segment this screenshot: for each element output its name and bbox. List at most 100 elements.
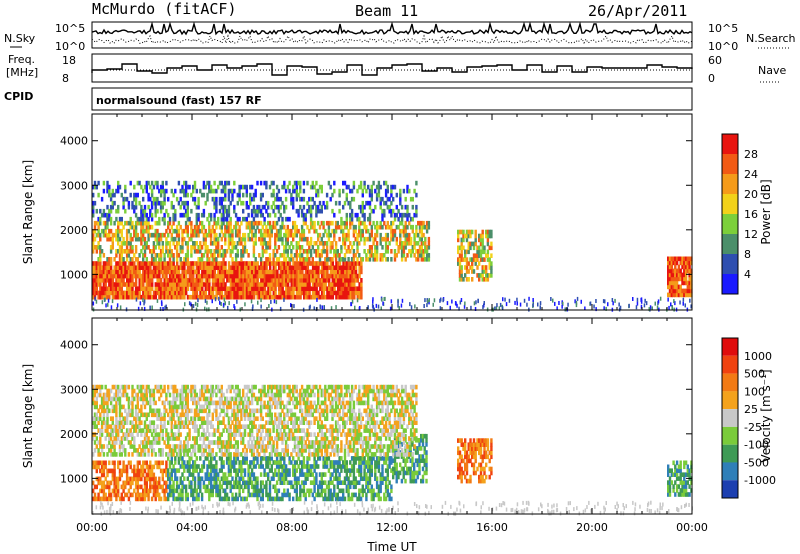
echo-cell — [386, 456, 389, 461]
echo-cell — [179, 204, 182, 210]
echo-cell — [108, 484, 111, 490]
echo-cell — [170, 286, 174, 291]
echo-cell — [324, 278, 327, 283]
echo-cell — [202, 294, 206, 300]
echo-cell — [284, 464, 288, 469]
echo-cell — [251, 290, 254, 296]
echo-cell — [245, 496, 248, 502]
colorbar-swatch — [722, 194, 738, 214]
echo-cell — [227, 468, 231, 473]
echo-cell — [471, 261, 474, 266]
echo-cell — [311, 220, 314, 226]
echo-cell — [99, 294, 102, 300]
echo-cell — [267, 245, 270, 250]
echo-cell — [416, 458, 419, 463]
echo-cell — [306, 476, 309, 481]
echo-cell — [397, 208, 400, 214]
echo-cell — [261, 456, 264, 461]
echo-cell — [235, 261, 238, 266]
echo-cell — [267, 269, 270, 275]
echo-cell — [359, 232, 363, 238]
echo-cell — [322, 249, 325, 254]
echo-cell — [324, 265, 327, 270]
echo-cell — [125, 468, 129, 474]
colorbar-tick-label: 28 — [744, 148, 758, 161]
echo-cell — [343, 236, 347, 242]
echo-cell — [299, 278, 302, 283]
echo-cell — [224, 301, 226, 306]
echo-cell — [115, 278, 118, 283]
echo-cell — [404, 257, 407, 262]
echo-cell — [363, 476, 366, 481]
echo-cell — [108, 392, 111, 398]
echo-cell — [231, 228, 234, 234]
echo-cell — [134, 192, 138, 198]
echo-cell — [308, 261, 311, 266]
echo-cell — [368, 245, 372, 250]
echo-cell — [259, 480, 263, 485]
echo-cell — [143, 184, 147, 190]
echo-cell — [317, 265, 320, 270]
echo-cell — [326, 273, 329, 279]
echo-cell — [210, 261, 213, 266]
echo-cell — [322, 464, 325, 469]
echo-cell — [381, 464, 384, 469]
echo-cell — [335, 273, 338, 279]
echo-cell — [290, 241, 293, 246]
echo-cell — [350, 456, 354, 461]
echo-cell — [322, 265, 326, 270]
echo-cell — [197, 278, 200, 283]
echo-cell — [612, 301, 614, 306]
echo-cell — [174, 228, 177, 234]
echo-cell — [350, 257, 354, 262]
echo-cell — [217, 269, 220, 275]
echo-cell — [174, 472, 177, 477]
echo-cell — [117, 476, 120, 482]
echo-cell — [343, 480, 347, 485]
echo-cell — [404, 438, 407, 443]
echo-cell — [215, 464, 218, 469]
echo-cell — [124, 249, 127, 254]
echo-cell — [199, 476, 202, 481]
echo-cell — [161, 245, 164, 250]
echo-cell — [102, 412, 106, 418]
echo-cell — [374, 249, 377, 254]
echo-cell — [252, 476, 256, 481]
echo-cell — [158, 492, 161, 498]
echo-cell — [97, 476, 100, 482]
echo-cell — [211, 282, 215, 287]
echo-cell — [390, 249, 393, 254]
echo-cell — [272, 496, 275, 502]
echo-cell — [124, 468, 127, 474]
echo-cell — [476, 245, 479, 251]
echo-cell — [222, 188, 225, 194]
echo-cell — [106, 273, 109, 279]
echo-cell — [340, 220, 343, 226]
echo-cell — [370, 460, 373, 465]
echo-cell — [220, 212, 223, 218]
echo-cell — [350, 468, 354, 473]
echo-cell — [93, 245, 97, 250]
echo-cell — [478, 253, 481, 258]
echo-cell — [270, 228, 273, 234]
echo-cell — [209, 253, 213, 258]
echo-cell — [227, 273, 231, 279]
echo-cell — [384, 496, 388, 502]
echo-cell — [213, 200, 216, 206]
echo-cell — [175, 488, 179, 494]
echo-cell — [206, 232, 209, 238]
echo-cell — [297, 261, 300, 266]
echo-cell — [242, 456, 245, 461]
echo-cell — [181, 265, 184, 270]
echo-cell — [142, 496, 145, 502]
echo-cell — [217, 245, 220, 250]
echo-cell — [134, 290, 138, 296]
echo-cell — [92, 452, 95, 457]
echo-cell — [481, 265, 484, 270]
echo-cell — [143, 484, 147, 490]
echo-cell — [208, 476, 211, 481]
echo-cell — [320, 484, 323, 490]
echo-cell — [304, 257, 307, 262]
echo-cell — [147, 180, 150, 186]
echo-cell — [420, 478, 423, 484]
